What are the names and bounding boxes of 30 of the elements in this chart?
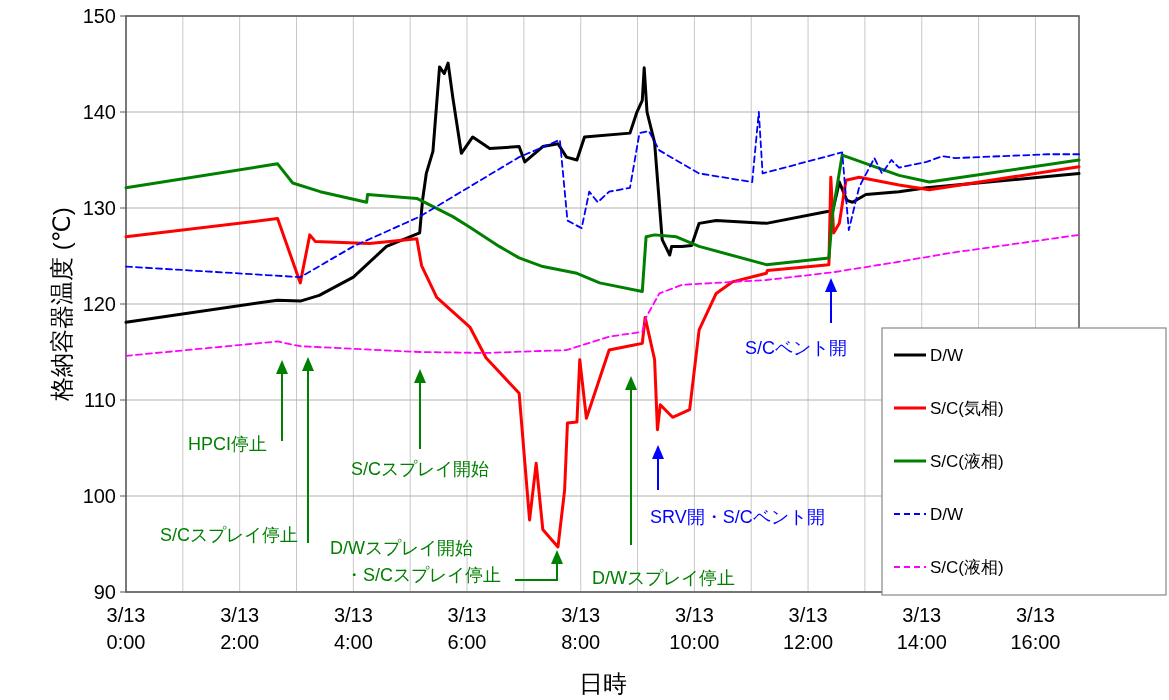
y-tick-label: 140 [82,101,116,123]
annotation: D/Wスプレイ停止 [592,568,735,588]
y-tick-label: 100 [82,485,116,507]
x-axis-title: 日時 [578,670,627,697]
annotation: SRV開・S/Cベント開 [650,507,825,527]
y-axis-title: 格納容器温度 (℃) [48,207,75,402]
x-tick-label: 3/13 8:00 [561,604,601,653]
annotation: S/Cスプレイ開始 [350,459,490,479]
x-tick-label: 3/13 6:00 [447,604,487,653]
legend-label: D/W [930,345,964,365]
x-tick-label: 3/13 10:00 [669,604,720,653]
x-tick-label: 3/13 16:00 [1010,604,1061,653]
annotation: HPCI停止 [187,434,267,454]
x-tick-label: 3/13 4:00 [333,604,373,653]
legend-label: S/C(気相) [930,398,1004,418]
x-tick-label: 3/13 12:00 [783,604,834,653]
y-tick-label: 110 [84,389,116,411]
x-tick-label: 3/13 2:00 [220,604,260,653]
y-tick-label: 130 [82,197,116,219]
legend-label: D/W [930,504,964,524]
annotation: S/Cベント開 [745,338,848,358]
legend-label: S/C(液相) [930,451,1004,471]
y-tick-label: 150 [82,5,116,27]
x-tick-label: 3/13 14:00 [896,604,947,653]
x-tick-label: 3/13 0:00 [106,604,146,653]
legend-label: S/C(液相) [930,557,1004,577]
annotation: D/Wスプレイ開始・S/Cスプレイ停止 [330,538,502,585]
annotation: S/Cスプレイ停止 [159,525,298,545]
y-tick-label: 120 [82,293,116,315]
y-tick-label: 90 [93,581,116,603]
